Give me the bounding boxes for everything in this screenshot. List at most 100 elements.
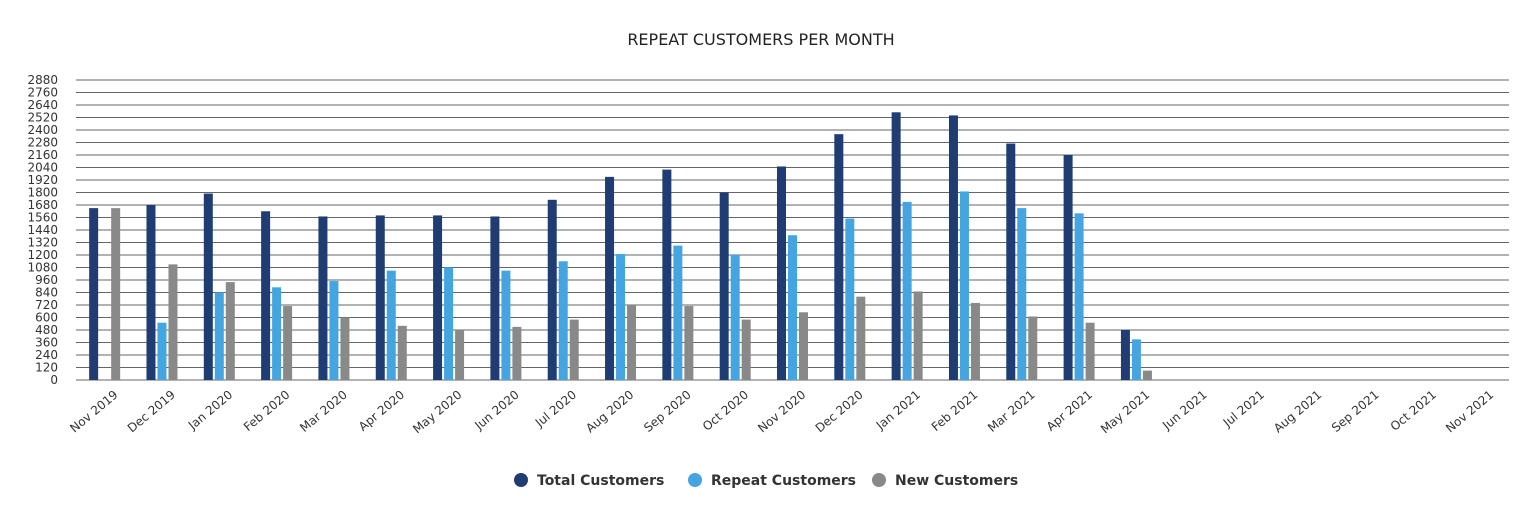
bar-total-customers[interactable] xyxy=(89,208,99,380)
bar-new-customers[interactable] xyxy=(111,208,121,380)
y-tick-label: 0 xyxy=(50,373,58,387)
bar-repeat-customers[interactable] xyxy=(558,261,568,380)
bar-total-customers[interactable] xyxy=(948,115,958,381)
bar-repeat-customers[interactable] xyxy=(616,253,626,380)
bar-new-customers[interactable] xyxy=(569,319,579,380)
bar-total-customers[interactable] xyxy=(662,169,672,380)
bar-total-customers[interactable] xyxy=(318,216,328,380)
x-tick-label: May 2021 xyxy=(1098,388,1152,437)
x-tick-label: Sep 2020 xyxy=(641,388,694,435)
bar-new-customers[interactable] xyxy=(455,330,465,380)
legend-label-total-customers[interactable]: Total Customers xyxy=(537,473,664,489)
x-tick-label: Nov 2020 xyxy=(755,388,808,436)
bar-repeat-customers[interactable] xyxy=(730,255,740,380)
x-tick-label: Oct 2020 xyxy=(700,388,751,434)
bar-repeat-customers[interactable] xyxy=(1017,208,1027,380)
bar-new-customers[interactable] xyxy=(913,291,923,380)
bar-new-customers[interactable] xyxy=(340,317,350,381)
x-tick-label: Oct 2021 xyxy=(1388,388,1439,434)
bar-new-customers[interactable] xyxy=(970,302,980,380)
legend-marker-total-customers[interactable] xyxy=(514,473,528,487)
bar-repeat-customers[interactable] xyxy=(157,322,167,380)
legend-marker-repeat-customers[interactable] xyxy=(688,473,702,487)
bar-total-customers[interactable] xyxy=(375,215,385,380)
y-tick-label: 2400 xyxy=(27,123,58,137)
bar-new-customers[interactable] xyxy=(283,306,293,380)
x-tick-label: Jun 2020 xyxy=(471,388,521,434)
y-tick-label: 120 xyxy=(35,361,58,375)
bar-total-customers[interactable] xyxy=(433,215,443,380)
bar-repeat-customers[interactable] xyxy=(329,281,339,380)
bar-total-customers[interactable] xyxy=(1006,143,1016,380)
y-tick-label: 360 xyxy=(35,336,58,350)
bar-new-customers[interactable] xyxy=(512,326,522,380)
bar-repeat-customers[interactable] xyxy=(386,270,396,380)
y-tick-label: 1200 xyxy=(27,248,58,262)
y-axis-ticks: 0120240360480600720840960108012001320144… xyxy=(27,73,58,387)
bar-repeat-customers[interactable] xyxy=(788,235,797,380)
y-tick-label: 2040 xyxy=(27,161,58,175)
bar-new-customers[interactable] xyxy=(799,312,808,380)
x-tick-label: Aug 2021 xyxy=(1271,388,1324,436)
bar-repeat-customers[interactable] xyxy=(902,201,912,380)
y-tick-label: 720 xyxy=(35,298,58,312)
bar-repeat-customers[interactable] xyxy=(673,245,683,380)
y-tick-label: 2280 xyxy=(27,136,58,150)
bar-total-customers[interactable] xyxy=(1120,330,1130,380)
bar-new-customers[interactable] xyxy=(741,319,751,380)
bar-total-customers[interactable] xyxy=(261,211,271,380)
bar-total-customers[interactable] xyxy=(777,166,786,380)
bar-repeat-customers[interactable] xyxy=(501,270,511,380)
x-tick-label: Jun 2021 xyxy=(1159,388,1209,434)
y-tick-label: 960 xyxy=(35,273,58,287)
legend-label-repeat-customers[interactable]: Repeat Customers xyxy=(711,473,856,489)
x-tick-label: Apr 2020 xyxy=(356,388,407,434)
bar-new-customers[interactable] xyxy=(225,282,235,380)
bar-new-customers[interactable] xyxy=(856,296,866,380)
bar-total-customers[interactable] xyxy=(146,205,156,380)
bar-repeat-customers[interactable] xyxy=(1131,339,1141,380)
bar-total-customers[interactable] xyxy=(719,192,729,381)
legend: Total Customers Repeat Customers New Custo… xyxy=(514,473,1018,489)
y-tick-label: 1560 xyxy=(27,211,58,225)
bar-repeat-customers[interactable] xyxy=(444,267,454,381)
bar-total-customers[interactable] xyxy=(605,176,615,380)
bar-total-customers[interactable] xyxy=(1063,155,1073,380)
legend-marker-new-customers[interactable] xyxy=(872,473,886,487)
x-tick-label: Dec 2019 xyxy=(125,388,178,436)
x-tick-label: Jul 2021 xyxy=(1220,388,1267,431)
y-tick-label: 2880 xyxy=(27,73,58,87)
y-tick-label: 2160 xyxy=(27,148,58,162)
bar-repeat-customers[interactable] xyxy=(845,218,855,380)
bar-total-customers[interactable] xyxy=(547,199,557,380)
x-tick-label: Mar 2020 xyxy=(297,388,350,435)
bar-repeat-customers[interactable] xyxy=(1074,213,1084,380)
bar-new-customers[interactable] xyxy=(684,306,694,380)
x-tick-label: Jan 2020 xyxy=(185,388,235,433)
bar-repeat-customers[interactable] xyxy=(272,287,282,380)
y-tick-label: 1440 xyxy=(27,223,58,237)
legend-label-new-customers[interactable]: New Customers xyxy=(895,473,1018,489)
bar-new-customers[interactable] xyxy=(1028,316,1038,380)
x-tick-label: Feb 2020 xyxy=(241,388,293,434)
y-tick-label: 2760 xyxy=(27,86,58,100)
grid-layer xyxy=(76,79,1509,381)
bar-new-customers[interactable] xyxy=(168,264,178,380)
bar-new-customers[interactable] xyxy=(1142,370,1152,380)
bars-layer xyxy=(89,112,1152,381)
y-tick-label: 600 xyxy=(35,311,58,325)
bar-new-customers[interactable] xyxy=(1085,322,1095,380)
bar-repeat-customers[interactable] xyxy=(959,191,969,380)
bar-new-customers[interactable] xyxy=(627,305,637,380)
bar-new-customers[interactable] xyxy=(397,325,407,380)
bar-total-customers[interactable] xyxy=(490,216,500,380)
bar-total-customers[interactable] xyxy=(834,134,844,380)
x-tick-label: Mar 2021 xyxy=(985,388,1038,435)
bar-total-customers[interactable] xyxy=(203,193,213,380)
bar-total-customers[interactable] xyxy=(891,112,901,381)
y-tick-label: 2520 xyxy=(27,111,58,125)
x-tick-label: Apr 2021 xyxy=(1044,388,1095,434)
bar-repeat-customers[interactable] xyxy=(214,292,224,381)
